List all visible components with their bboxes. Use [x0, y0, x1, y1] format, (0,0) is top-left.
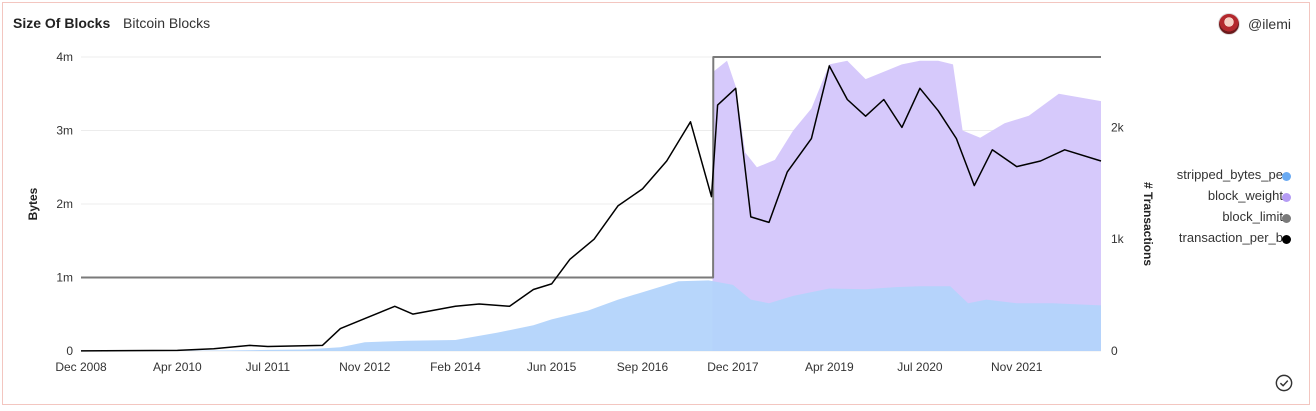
legend-dot[interactable] [1282, 235, 1291, 244]
y2-axis-title: # Transactions [1141, 182, 1155, 266]
axes-layer: 0 1m 2m 3m 4m 0 1k 2k Dec 2008 Apr 2010 Jul 2011 No… [26, 50, 1155, 374]
x-tick-label: Jun 2015 [527, 360, 577, 374]
y-tick-label: 1m [56, 271, 73, 285]
username[interactable]: @ilemi [1248, 16, 1291, 32]
chart-title: Size Of Blocks [13, 15, 111, 31]
chart-card: Size Of Blocks Bitcoin Blocks @ilemi 0 1m… [2, 2, 1310, 405]
x-tick-label: Jul 2011 [246, 360, 291, 374]
x-tick-label: Feb 2014 [430, 360, 481, 374]
x-tick-label: Dec 2017 [707, 360, 759, 374]
series-line-transaction_per_b [80, 65, 1102, 352]
y-tick-label: 2m [56, 197, 73, 211]
legend-label[interactable]: stripped_bytes_pe [1176, 167, 1283, 182]
user-badge[interactable]: @ilemi [1218, 13, 1291, 35]
chart-subtitle[interactable]: Bitcoin Blocks [123, 15, 211, 31]
x-tick-label: Apr 2019 [805, 360, 854, 374]
x-tick-label: Sep 2016 [617, 360, 669, 374]
series-area-block_weight [712, 60, 1101, 351]
y2-tick-label: 1k [1111, 232, 1125, 246]
x-tick-label: Jul 2020 [897, 360, 943, 374]
legend-dot[interactable] [1282, 214, 1291, 223]
series-layer [80, 56, 1102, 352]
y2-tick-label: 2k [1111, 120, 1125, 134]
chart-svg: 0 1m 2m 3m 4m 0 1k 2k Dec 2008 Apr 2010 Jul 2011 No… [26, 50, 1155, 374]
y-tick-label: 3m [56, 124, 73, 138]
x-tick-label: Nov 2012 [339, 360, 391, 374]
legend-dot[interactable] [1282, 193, 1291, 202]
x-tick-label: Dec 2008 [55, 360, 107, 374]
y-tick-label: 0 [66, 344, 73, 358]
check-circle-icon[interactable] [1275, 374, 1293, 392]
legend-label[interactable]: block_limit [1222, 209, 1283, 224]
x-tick-label: Nov 2021 [991, 360, 1043, 374]
legend-label[interactable]: transaction_per_b [1178, 230, 1283, 245]
legend-label[interactable]: block_weight [1207, 188, 1283, 203]
series-area-stripped_bytes_pe [81, 280, 1101, 351]
legend-dot[interactable] [1282, 172, 1291, 181]
y-axis-title: Bytes [26, 187, 40, 220]
x-tick-label: Apr 2010 [153, 360, 202, 374]
y-tick-label: 4m [56, 50, 73, 64]
user-avatar-icon [1218, 13, 1240, 35]
y2-tick-label: 0 [1111, 344, 1118, 358]
